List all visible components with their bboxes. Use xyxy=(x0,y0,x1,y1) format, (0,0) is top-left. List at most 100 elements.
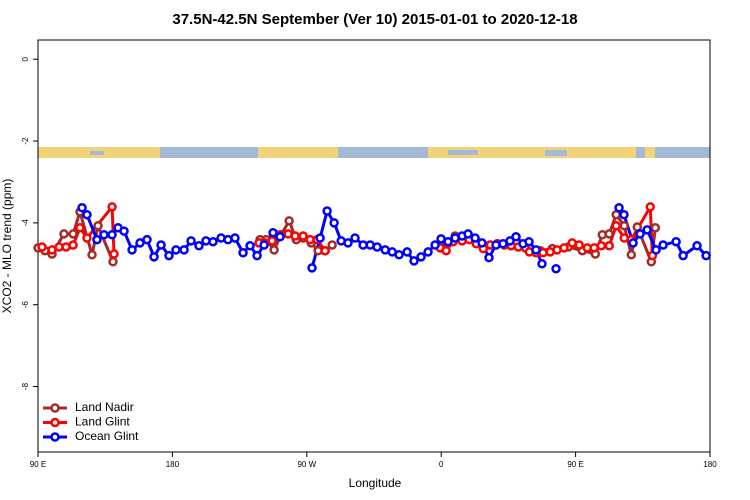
point xyxy=(430,240,440,250)
point xyxy=(619,209,629,220)
point xyxy=(619,220,630,231)
point xyxy=(275,232,285,242)
point xyxy=(537,259,547,269)
point xyxy=(107,229,117,240)
point xyxy=(108,257,118,267)
point xyxy=(470,233,480,243)
point xyxy=(329,218,339,228)
point xyxy=(441,245,451,256)
point xyxy=(423,247,433,257)
point xyxy=(77,202,87,213)
point xyxy=(343,238,353,248)
y-tick-label: -2 xyxy=(21,137,30,145)
point xyxy=(651,245,661,255)
point xyxy=(531,245,541,255)
point xyxy=(327,240,337,250)
legend-label: Land Glint xyxy=(75,415,130,429)
x-tick-label: 90 E xyxy=(30,460,46,469)
point xyxy=(409,256,419,266)
ocean-strip xyxy=(545,150,567,156)
legend-marker xyxy=(50,432,60,442)
point xyxy=(37,242,47,252)
y-tick-label: -8 xyxy=(21,382,30,390)
point xyxy=(230,233,240,243)
point xyxy=(574,240,584,250)
land-strip xyxy=(645,147,655,158)
map-strip xyxy=(38,147,710,158)
point xyxy=(186,236,196,246)
point xyxy=(692,241,702,251)
point xyxy=(322,206,332,216)
point xyxy=(604,241,614,251)
point xyxy=(267,236,277,246)
point xyxy=(164,250,174,261)
point xyxy=(307,263,317,273)
point xyxy=(109,249,119,259)
point xyxy=(443,236,453,247)
point xyxy=(511,232,521,242)
x-axis-label: Longitude xyxy=(349,476,402,490)
x-tick-label: 180 xyxy=(166,460,180,469)
point xyxy=(92,234,102,245)
ocean-strip xyxy=(90,151,104,155)
point xyxy=(320,245,330,256)
point xyxy=(252,250,262,261)
point xyxy=(135,238,145,248)
point xyxy=(463,229,473,239)
point xyxy=(284,216,294,226)
point xyxy=(179,245,189,255)
point xyxy=(59,229,69,239)
point xyxy=(658,240,668,250)
point xyxy=(671,236,681,247)
point xyxy=(82,209,92,220)
point xyxy=(551,263,561,274)
point xyxy=(119,226,129,236)
point xyxy=(93,220,103,231)
point xyxy=(68,240,78,250)
ocean-strip xyxy=(448,150,478,155)
point xyxy=(87,250,97,260)
point xyxy=(149,252,159,262)
x-tick-label: 180 xyxy=(703,460,717,469)
point xyxy=(238,248,248,258)
y-tick-label: -4 xyxy=(21,219,30,227)
point xyxy=(701,250,711,261)
land-strip xyxy=(428,147,636,158)
point xyxy=(559,243,569,253)
point xyxy=(298,231,308,241)
legend-marker xyxy=(50,403,60,413)
point xyxy=(484,252,494,263)
point xyxy=(99,229,109,240)
point xyxy=(477,238,487,248)
point xyxy=(614,202,624,213)
legend-label: Ocean Glint xyxy=(75,429,139,443)
point xyxy=(259,240,269,250)
y-tick-label: -6 xyxy=(21,301,30,309)
point xyxy=(372,242,382,252)
point xyxy=(290,231,300,241)
point xyxy=(107,202,117,212)
legend-marker xyxy=(50,417,60,428)
point xyxy=(269,245,279,255)
point xyxy=(68,229,78,239)
point xyxy=(416,252,426,262)
x-tick-label: 0 xyxy=(439,460,444,469)
point xyxy=(315,233,325,243)
point xyxy=(156,240,166,250)
x-tick-label: 90 E xyxy=(567,460,583,469)
point xyxy=(596,241,607,251)
point xyxy=(75,223,85,233)
point xyxy=(626,250,637,260)
point xyxy=(505,236,515,246)
point xyxy=(394,250,404,260)
point xyxy=(171,245,181,255)
ocean-strip xyxy=(38,147,710,158)
point xyxy=(611,220,621,231)
point xyxy=(635,229,645,239)
point xyxy=(678,250,688,261)
legend-label: Land Nadir xyxy=(75,400,134,414)
point xyxy=(142,234,152,245)
chart-title: 37.5N-42.5N September (Ver 10) 2015-01-0… xyxy=(172,11,577,28)
point xyxy=(642,225,652,235)
